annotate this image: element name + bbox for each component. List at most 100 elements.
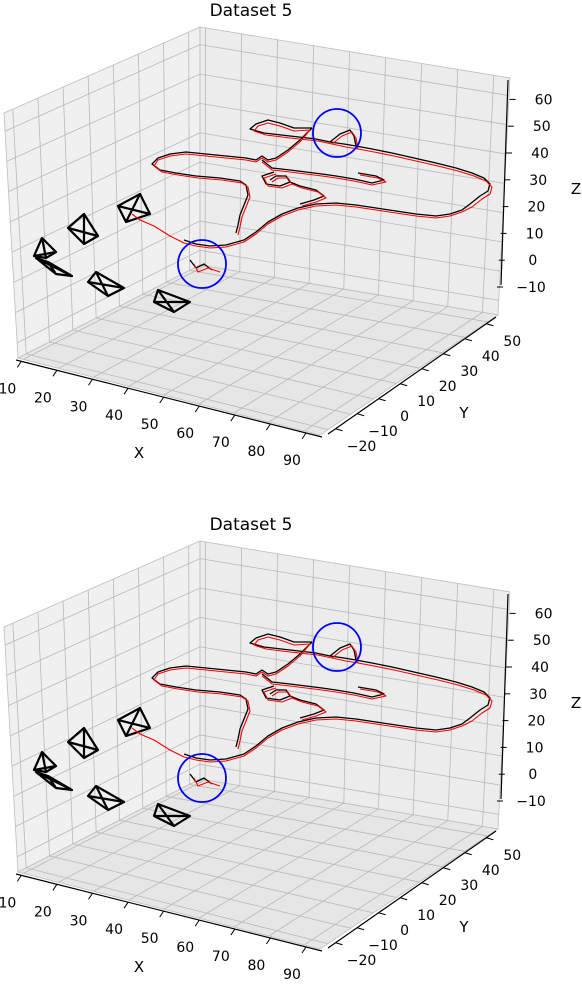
x-tick xyxy=(230,414,236,422)
z-gridline xyxy=(16,249,499,344)
x-tick xyxy=(16,875,22,882)
y-tick xyxy=(421,368,429,372)
z-gridline xyxy=(13,705,502,797)
x-gridline xyxy=(128,559,314,901)
x-tick-label: 70 xyxy=(212,949,230,965)
y-tick xyxy=(464,852,472,856)
highlight-circle xyxy=(177,753,227,803)
x-tick xyxy=(301,946,307,954)
x-gridline xyxy=(23,541,206,874)
z-tick-label: 20 xyxy=(527,714,545,730)
x-tick xyxy=(265,937,271,945)
chart-title: Dataset 5 xyxy=(210,515,293,535)
x-gridline xyxy=(233,577,423,928)
y-tick xyxy=(356,413,365,417)
chart-title: Dataset 5 xyxy=(210,1,293,21)
z-axis-line xyxy=(500,79,509,286)
x-tick xyxy=(16,361,22,368)
x-gridline xyxy=(233,63,423,414)
x-tick xyxy=(123,901,129,909)
z-gridline xyxy=(4,44,510,132)
y-tick-label: 10 xyxy=(417,394,435,410)
x-gridline xyxy=(58,33,242,369)
z-gridline xyxy=(13,191,502,283)
y-gridline xyxy=(163,42,465,338)
camera-frustum-marker xyxy=(32,236,58,260)
x-gridline xyxy=(303,75,495,432)
camera-frustum-marker xyxy=(116,706,152,738)
z-gridline xyxy=(6,587,508,676)
y-tick xyxy=(443,867,451,871)
y-tick-label: 30 xyxy=(460,364,478,380)
y-gridline xyxy=(87,76,397,384)
y-tick xyxy=(378,912,386,916)
camera-frustum-marker xyxy=(66,212,100,246)
x-axis-line xyxy=(15,873,323,952)
camera-frustum-marker xyxy=(116,192,152,224)
z-tick-label: −10 xyxy=(516,280,546,296)
z-tick-label: 10 xyxy=(526,226,544,242)
y-tick xyxy=(378,398,386,402)
z-tick-label: −10 xyxy=(516,794,546,810)
z-gridline xyxy=(8,616,507,707)
y-tick-label: −10 xyxy=(368,424,398,440)
x-tick xyxy=(301,432,307,440)
x-tick xyxy=(88,892,93,900)
x-tick xyxy=(194,919,200,927)
y-gridline xyxy=(87,590,397,898)
trajectory-estimate-line xyxy=(131,636,493,787)
y-tick-label: −20 xyxy=(347,439,377,455)
y-tick-label: 40 xyxy=(482,349,500,365)
z-gridline xyxy=(15,734,501,827)
y-gridline xyxy=(138,568,443,868)
y-tick-label: 0 xyxy=(400,923,409,939)
x-tick-label: 60 xyxy=(176,426,194,442)
camera-frustum-marker xyxy=(152,802,192,828)
x-tick xyxy=(123,387,129,395)
z-tick-label: 20 xyxy=(527,200,545,216)
x-axis-label: X xyxy=(134,444,144,462)
z-tick-label: 10 xyxy=(526,740,544,756)
x-gridline xyxy=(128,45,314,387)
trajectory-ground-truth-line xyxy=(151,119,491,271)
y-tick xyxy=(421,882,429,886)
pane-floor xyxy=(16,778,500,950)
highlight-circle xyxy=(177,239,227,289)
x-tick xyxy=(159,910,165,918)
camera-frustum-marker xyxy=(34,770,74,792)
y-tick-label: 50 xyxy=(503,334,521,350)
y-tick xyxy=(400,897,408,901)
z-gridline xyxy=(6,73,508,162)
x-tick-label: 80 xyxy=(247,958,265,974)
y-tick xyxy=(464,338,472,342)
y-gridline xyxy=(112,65,420,369)
x-gridline xyxy=(268,69,459,423)
y-gridline xyxy=(12,109,329,431)
z-gridline xyxy=(8,102,507,193)
x-tick-label: 10 xyxy=(0,381,16,397)
z-tick-label: 0 xyxy=(528,767,537,783)
y-tick-label: −10 xyxy=(368,938,398,954)
x-tick-label: 50 xyxy=(141,931,159,947)
y-tick xyxy=(335,942,343,946)
x-tick-label: 20 xyxy=(34,390,52,406)
x-tick-label: 50 xyxy=(141,417,159,433)
z-tick-label: 50 xyxy=(533,119,551,135)
camera-frustum-marker xyxy=(86,270,126,298)
y-axis-line xyxy=(327,830,497,949)
y-gridline xyxy=(37,612,351,929)
x-tick-label: 30 xyxy=(70,913,88,929)
z-gridline xyxy=(15,220,501,313)
x-tick xyxy=(265,423,271,431)
camera-frustum-marker xyxy=(152,288,192,314)
y-gridline xyxy=(37,98,351,415)
x-gridline xyxy=(198,571,387,919)
y-gridline xyxy=(62,601,374,914)
y-tick xyxy=(486,837,494,841)
z-axis-line xyxy=(500,593,509,800)
y-tick-label: −20 xyxy=(347,953,377,969)
camera-frustum-marker xyxy=(32,750,58,774)
z-axis-label: Z xyxy=(571,694,581,712)
x-gridline xyxy=(23,27,206,360)
